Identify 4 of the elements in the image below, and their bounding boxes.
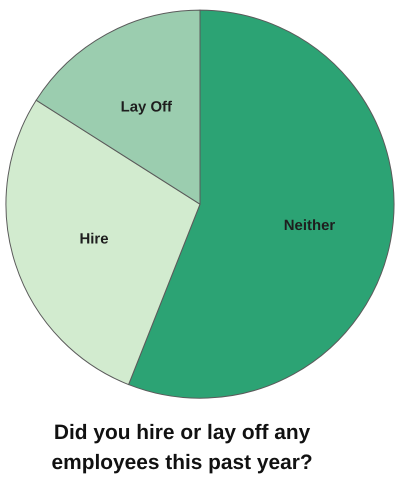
slice-label: Hire: [80, 230, 109, 248]
text: Did you hire or lay off any employees this past year?: [52, 421, 313, 474]
slice-label: Neither: [284, 217, 336, 234]
slice-label: Lay Off: [120, 98, 172, 116]
